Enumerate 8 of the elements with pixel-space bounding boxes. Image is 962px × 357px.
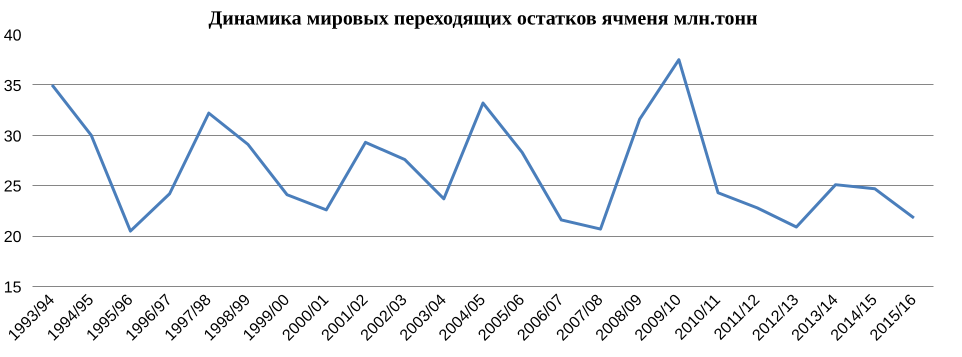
y-tick-label: 25 bbox=[4, 178, 22, 196]
line-series bbox=[50, 58, 916, 233]
y-tick-label: 40 bbox=[4, 28, 22, 44]
y-tick-label: 20 bbox=[4, 229, 22, 246]
y-tick-label: 35 bbox=[4, 78, 22, 95]
y-tick-label: 30 bbox=[4, 128, 22, 146]
chart-title: Динамика мировых переходящих остатков ячменя млн.тонн bbox=[208, 8, 758, 30]
y-tick-label: 15 bbox=[4, 280, 22, 296]
